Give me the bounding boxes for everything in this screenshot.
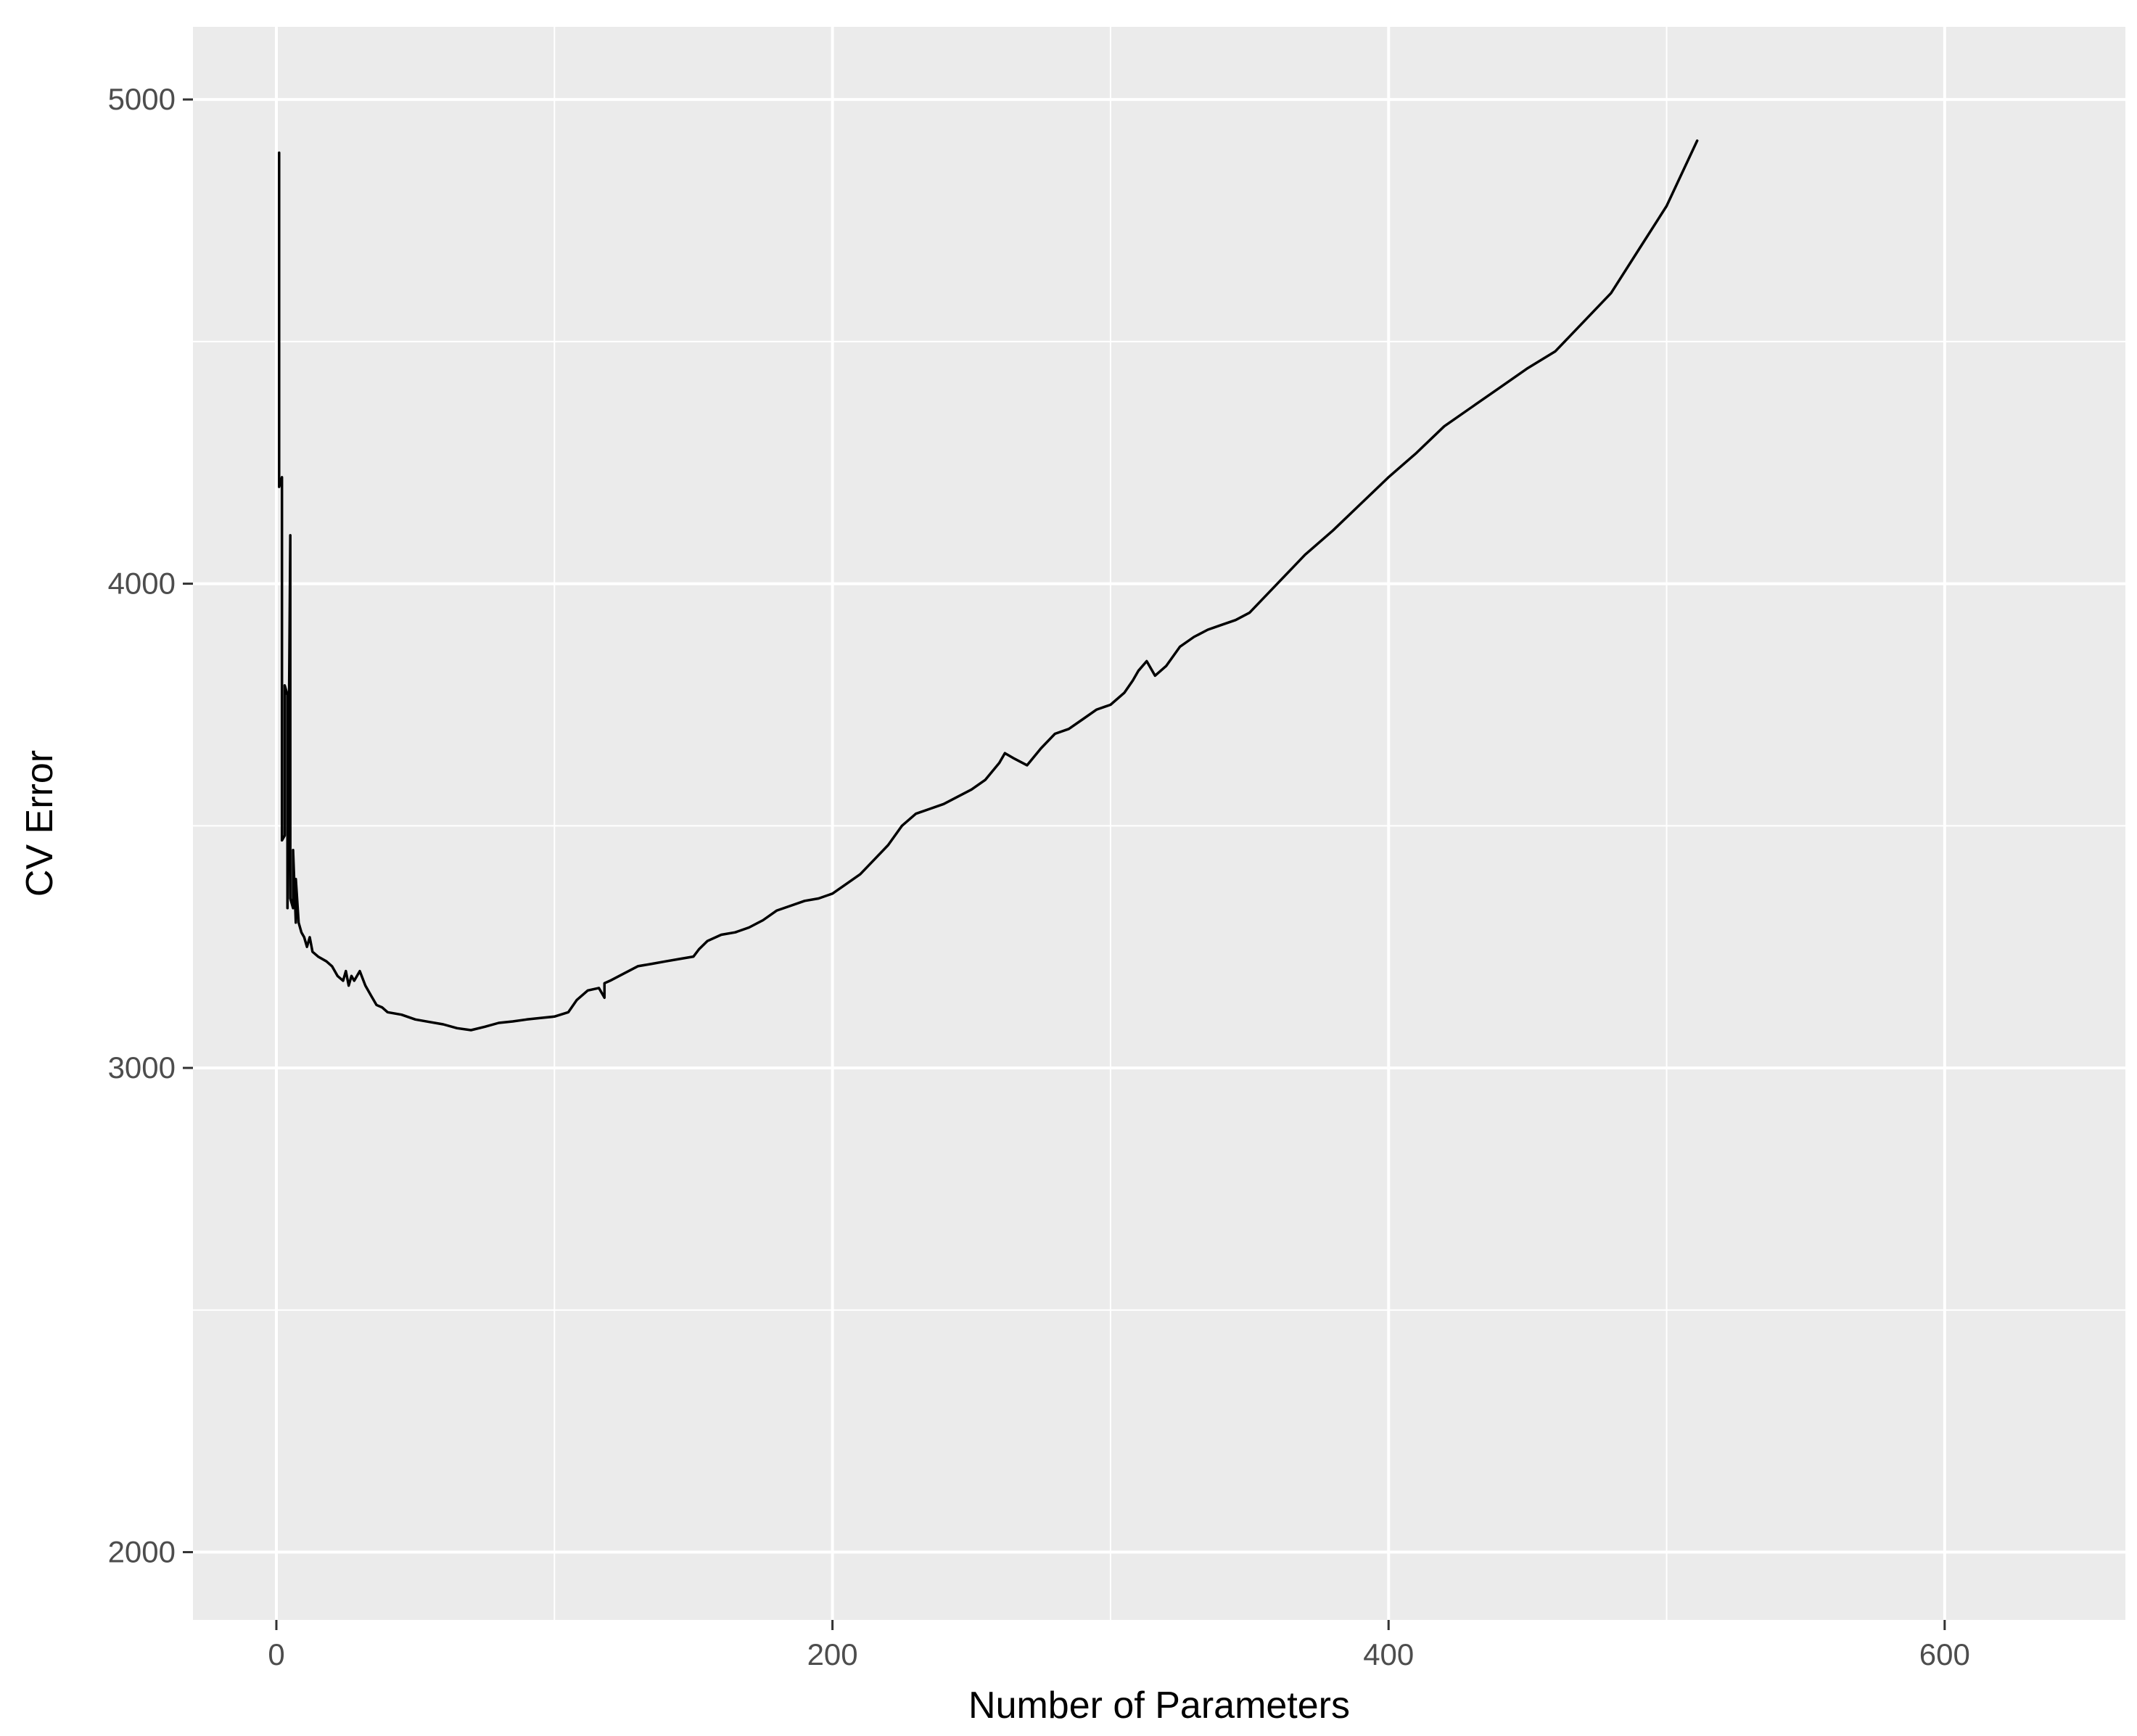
y-tick-label: 4000 [108, 567, 176, 601]
x-tick-label: 400 [1363, 1637, 1414, 1671]
x-tick-label: 600 [1919, 1637, 1970, 1671]
y-tick-label: 2000 [108, 1535, 176, 1569]
y-axis-ticks: 2000 3000 4000 5000 [108, 82, 193, 1569]
y-axis-title: CV Error [19, 750, 61, 897]
series-layer [278, 139, 1699, 1032]
major-grid-lines [193, 27, 2125, 1620]
cv-error-series-line [278, 139, 1699, 1032]
minor-grid-lines [193, 27, 2125, 1620]
x-axis-title: Number of Parameters [968, 1684, 1350, 1727]
x-tick-label: 200 [807, 1637, 858, 1671]
x-axis-ticks: 0 200 400 600 [268, 1620, 1970, 1671]
y-tick-label: 5000 [108, 82, 176, 116]
x-tick-label: 0 [268, 1637, 284, 1671]
plot-panel-background [193, 27, 2125, 1620]
y-tick-label: 3000 [108, 1050, 176, 1085]
